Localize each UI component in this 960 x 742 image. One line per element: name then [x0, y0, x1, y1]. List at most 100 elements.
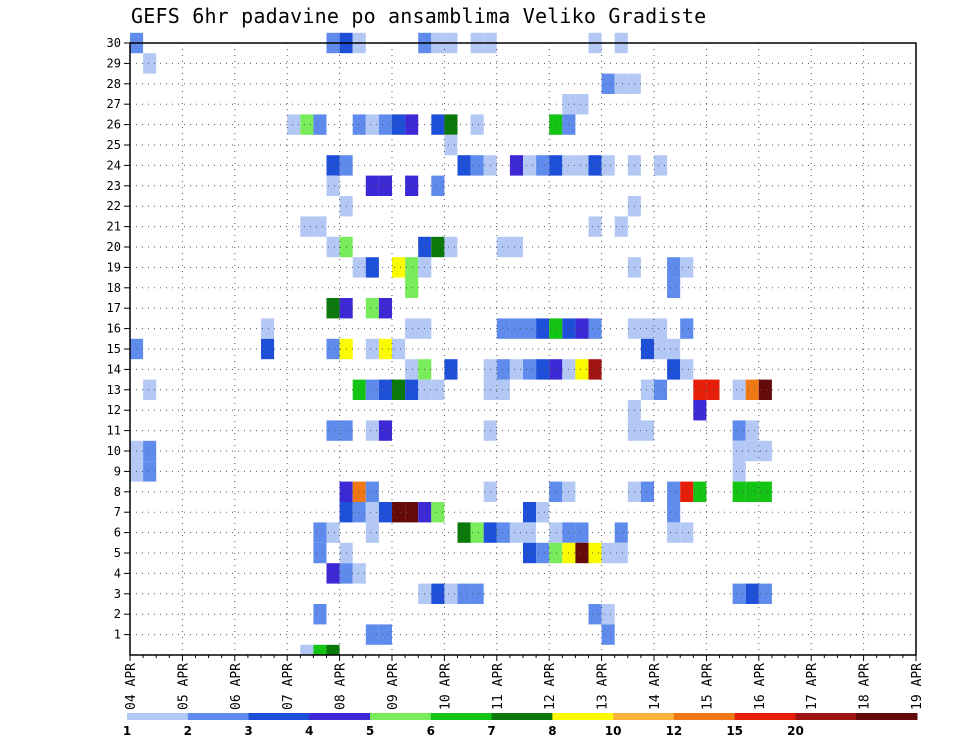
- y-tick-label: 26: [107, 118, 121, 132]
- heatmap-cell: [680, 257, 694, 278]
- heatmap-cell: [352, 563, 366, 584]
- heatmap-cell: [378, 338, 392, 360]
- heatmap-cell: [575, 542, 589, 564]
- heatmap-cell: [680, 481, 694, 502]
- colorbar-swatch: [673, 713, 736, 720]
- x-tick-label: 18 APR: [858, 663, 873, 710]
- heatmap-cell: [365, 502, 379, 523]
- heatmap-cell: [365, 338, 379, 360]
- heatmap-cell: [431, 236, 445, 258]
- heatmap-cell: [313, 216, 327, 237]
- y-tick-label: 22: [107, 199, 121, 213]
- heatmap-cell: [378, 114, 392, 135]
- colorbar-label: 4: [305, 724, 313, 738]
- heatmap-cell: [758, 379, 772, 400]
- heatmap-cell: [640, 481, 654, 502]
- heatmap-cell: [745, 420, 759, 441]
- heatmap-cell: [575, 522, 589, 543]
- y-tick-label: 2: [114, 607, 121, 621]
- colorbar-swatch: [491, 713, 553, 720]
- heatmap-cell: [392, 502, 406, 523]
- heatmap-cell: [575, 318, 589, 339]
- y-tick-label: 6: [114, 526, 121, 540]
- heatmap-cell: [392, 379, 406, 400]
- heatmap-cell: [575, 359, 589, 380]
- heatmap-cell: [654, 338, 668, 360]
- heatmap-cell: [143, 461, 157, 482]
- colorbar-label: 12: [666, 724, 683, 738]
- heatmap-cell: [549, 155, 563, 176]
- chart-title: GEFS 6hr padavine po ansamblima Veliko G…: [131, 4, 707, 28]
- x-tick-label: 06 APR: [229, 663, 244, 710]
- heatmap-cell: [470, 583, 484, 604]
- heatmap-cell: [640, 420, 654, 441]
- heatmap-cell: [588, 604, 602, 625]
- heatmap-cell: [588, 155, 602, 176]
- heatmap-cell: [313, 522, 327, 543]
- heatmap-cell: [405, 175, 419, 196]
- heatmap-cell: [444, 236, 458, 258]
- heatmap-cell: [143, 440, 157, 462]
- colorbar-swatch: [430, 713, 493, 720]
- colorbar-swatch: [795, 713, 857, 720]
- heatmap-cell: [431, 583, 445, 604]
- heatmap-cell: [745, 481, 759, 502]
- heatmap-cell: [496, 522, 510, 543]
- y-tick-label: 24: [107, 158, 121, 172]
- y-tick-label: 19: [107, 260, 121, 274]
- heatmap-cell: [378, 379, 392, 400]
- y-tick-label: 8: [114, 485, 121, 499]
- heatmap-cell: [326, 236, 340, 258]
- heatmap-cell: [496, 318, 510, 339]
- y-tick-label: 5: [114, 546, 121, 560]
- colorbar-swatch: [370, 713, 432, 720]
- y-tick-label: 12: [107, 403, 121, 417]
- heatmap-cell: [588, 318, 602, 339]
- y-tick-label: 20: [107, 240, 121, 254]
- colorbar-label: 20: [787, 724, 804, 738]
- y-tick-label: 23: [107, 179, 121, 193]
- heatmap-cell: [300, 644, 314, 655]
- dotted-grid: [129, 42, 917, 655]
- heatmap-cell: [352, 481, 366, 502]
- colorbar-swatch: [187, 713, 250, 720]
- y-tick-label: 13: [107, 383, 121, 397]
- heatmap-cell: [405, 114, 419, 135]
- heatmap-cell: [667, 502, 681, 523]
- heatmap-cell: [352, 114, 366, 135]
- colorbar-label: 2: [184, 724, 192, 738]
- heatmap-cell: [575, 94, 589, 115]
- heatmap-cell: [523, 502, 537, 523]
- heatmap-cell: [601, 155, 615, 176]
- y-tick-label: 21: [107, 220, 121, 234]
- heatmap-cell: [444, 114, 458, 135]
- colorbar-swatch: [734, 713, 796, 720]
- heatmap-cell: [326, 338, 340, 360]
- heatmap-cell: [536, 502, 550, 523]
- heatmap-cell: [601, 604, 615, 625]
- heatmap-cells: [130, 32, 772, 655]
- heatmap-cell: [392, 114, 406, 135]
- heatmap-cell: [509, 522, 523, 543]
- heatmap-cell: [326, 522, 340, 543]
- colorbar-label: 1: [123, 724, 131, 738]
- heatmap-cell: [680, 318, 694, 339]
- colorbar-swatch: [856, 713, 918, 720]
- heatmap-cell: [352, 257, 366, 278]
- heatmap-cell: [444, 359, 458, 380]
- heatmap-cell: [667, 338, 681, 360]
- y-tick-label: 1: [114, 628, 121, 642]
- heatmap-cell: [549, 522, 563, 543]
- heatmap-cell: [601, 542, 615, 564]
- heatmap-cell: [745, 379, 759, 400]
- heatmap-cell: [300, 216, 314, 237]
- y-tick-label: 3: [114, 587, 121, 601]
- heatmap-cell: [470, 522, 484, 543]
- heatmap-cell: [667, 257, 681, 278]
- heatmap-cell: [640, 379, 654, 400]
- heatmap-cell: [365, 624, 379, 645]
- heatmap-cell: [758, 583, 772, 604]
- heatmap-cell: [614, 542, 628, 564]
- heatmap-cell: [392, 257, 406, 278]
- heatmap-cell: [365, 379, 379, 400]
